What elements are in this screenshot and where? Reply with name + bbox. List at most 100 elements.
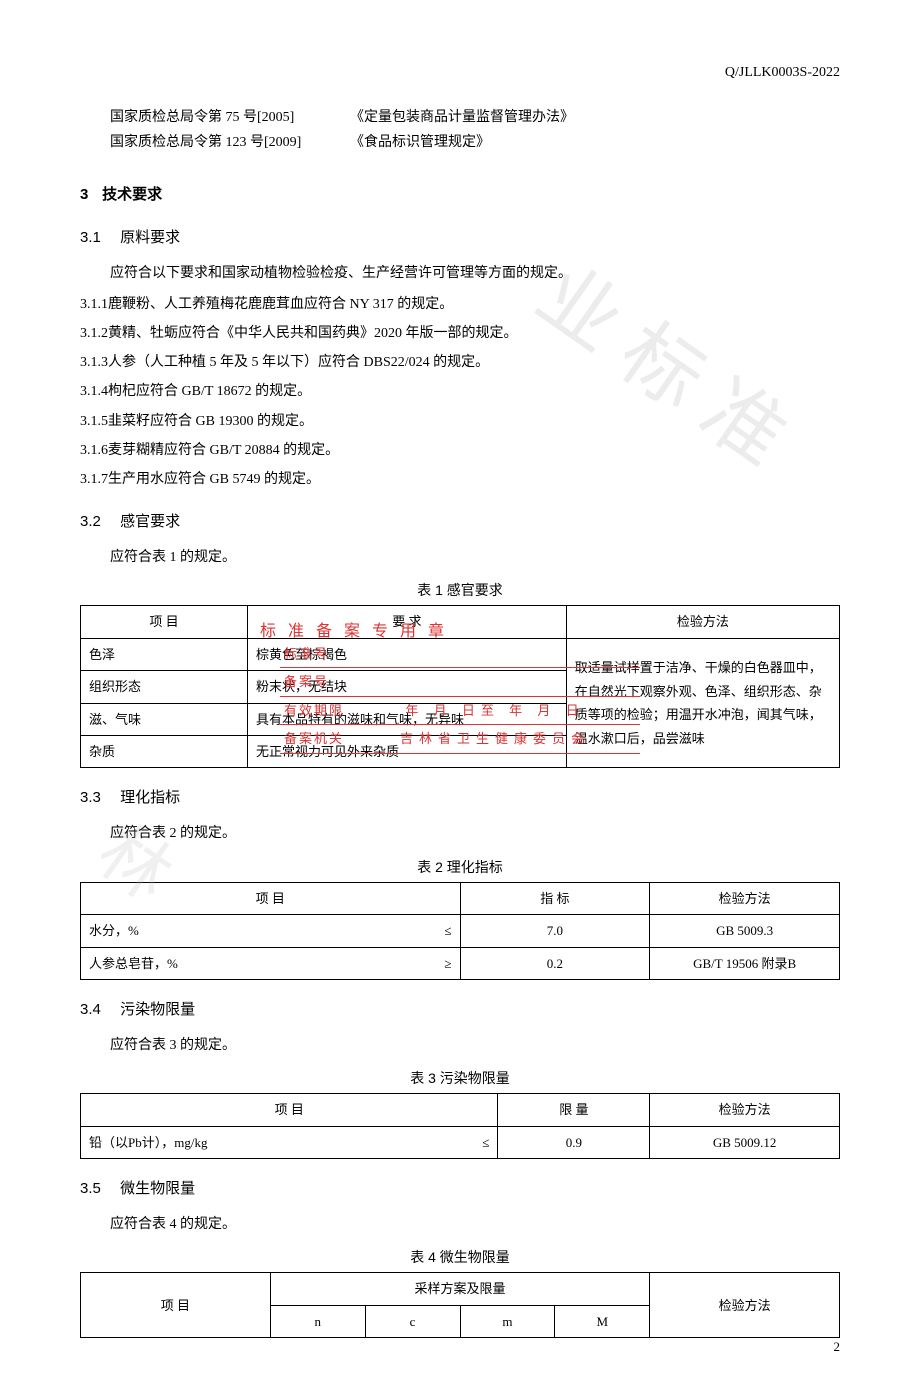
section-3-3-heading: 3.3 理化指标 xyxy=(80,784,840,811)
section-title: 污染物限量 xyxy=(120,1001,195,1018)
list-item: 3.1.5 韭菜籽应符合 GB 19300 的规定。 xyxy=(80,409,840,434)
section-3-5-intro: 应符合表 4 的规定。 xyxy=(110,1212,840,1237)
list-item: 3.1.1 鹿鞭粉、人工养殖梅花鹿鹿茸血应符合 NY 317 的规定。 xyxy=(80,292,840,317)
page-number: 2 xyxy=(834,1335,841,1358)
section-3-4-intro: 应符合表 3 的规定。 xyxy=(110,1033,840,1058)
table-2-physchem: 项 目 指 标 检验方法 水分，%≤ 7.0 GB 5009.3 人参总皂苷，%… xyxy=(80,882,840,980)
section-title: 感官要求 xyxy=(120,513,180,530)
list-item-num: 3.1.3 xyxy=(80,350,108,375)
table-header: 项 目 xyxy=(81,1094,498,1126)
table-3-contaminant: 项 目 限 量 检验方法 铅（以Pb计），mg/kg ≤ 0.9 GB 5009.… xyxy=(80,1093,840,1159)
table-cell: 棕黄色至棕褐色 xyxy=(247,638,566,670)
table-header: 检验方法 xyxy=(650,1094,840,1126)
section-num: 3.2 xyxy=(80,508,116,535)
table-cell: 色泽 xyxy=(81,638,248,670)
section-num: 3.3 xyxy=(80,784,116,811)
list-item-num: 3.1.2 xyxy=(80,321,108,346)
table-header: 检验方法 xyxy=(650,1273,840,1338)
reference-block: 国家质检总局令第 75 号[2005] 《定量包装商品计量监督管理办法》 国家质… xyxy=(110,105,840,155)
list-item-num: 3.1.7 xyxy=(80,467,108,492)
ref-right: 《食品标识管理规定》 xyxy=(350,130,840,155)
table-cell: 人参总皂苷，% ≥ xyxy=(81,947,461,979)
section-title: 微生物限量 xyxy=(120,1180,195,1197)
section-3-4-heading: 3.4 污染物限量 xyxy=(80,996,840,1023)
table-cell: 杂质 xyxy=(81,736,248,768)
table-header: 要 求 xyxy=(247,606,566,638)
table-header: 检验方法 xyxy=(650,882,840,914)
ref-left: 国家质检总局令第 75 号[2005] xyxy=(110,105,330,130)
ref-left: 国家质检总局令第 123 号[2009] xyxy=(110,130,330,155)
section-3-2-intro: 应符合表 1 的规定。 xyxy=(110,545,840,570)
table-4-microbe: 项 目 采样方案及限量 检验方法 n c m M xyxy=(80,1272,840,1338)
table-cell: 7.0 xyxy=(460,915,650,947)
section-title: 理化指标 xyxy=(120,789,180,806)
table-cell: 无正常视力可见外来杂质 xyxy=(247,736,566,768)
item-name: 铅（以Pb计），mg/kg xyxy=(89,1131,207,1154)
table-cell: 具有本品特有的滋味和气味，无异味 xyxy=(247,703,566,735)
item-sym: ≤ xyxy=(482,1131,489,1154)
table-header: 指 标 xyxy=(460,882,650,914)
table-header: 项 目 xyxy=(81,882,461,914)
list-item: 3.1.3 人参（人工种植 5 年及 5 年以下）应符合 DBS22/024 的… xyxy=(80,350,840,375)
table-cell: 粉末状，无结块 xyxy=(247,671,566,703)
list-item: 3.1.6 麦芽糊精应符合 GB/T 20884 的规定。 xyxy=(80,438,840,463)
item-sym: ≥ xyxy=(444,952,451,975)
section-title: 原料要求 xyxy=(120,229,180,246)
table-3-caption: 表 3 污染物限量 xyxy=(80,1066,840,1091)
table-cell: 组织形态 xyxy=(81,671,248,703)
list-item-num: 3.1.5 xyxy=(80,409,108,434)
section-3-2-heading: 3.2 感官要求 xyxy=(80,508,840,535)
table-cell: 0.9 xyxy=(498,1126,650,1158)
table-subheader: c xyxy=(365,1305,460,1337)
list-item-text: 鹿鞭粉、人工养殖梅花鹿鹿茸血应符合 NY 317 的规定。 xyxy=(108,297,453,312)
section-3-heading: 3 技术要求 xyxy=(80,181,840,208)
reference-line: 国家质检总局令第 75 号[2005] 《定量包装商品计量监督管理办法》 xyxy=(110,105,840,130)
reference-line: 国家质检总局令第 123 号[2009] 《食品标识管理规定》 xyxy=(110,130,840,155)
table-1-sensory: 项 目 要 求 检验方法 色泽 棕黄色至棕褐色 取适量试样置于洁净、干燥的白色器… xyxy=(80,605,840,768)
section-3-1-intro: 应符合以下要求和国家动植物检验检疫、生产经营许可管理等方面的规定。 xyxy=(110,261,840,286)
list-item-text: 生产用水应符合 GB 5749 的规定。 xyxy=(108,472,320,487)
table-cell: 滋、气味 xyxy=(81,703,248,735)
list-item-text: 黄精、牡蛎应符合《中华人民共和国药典》2020 年版一部的规定。 xyxy=(108,326,518,341)
section-3-1-list: 3.1.1 鹿鞭粉、人工养殖梅花鹿鹿茸血应符合 NY 317 的规定。3.1.2… xyxy=(80,292,840,492)
table-subheader: m xyxy=(460,1305,555,1337)
doc-header-code: Q/JLLK0003S-2022 xyxy=(80,60,840,85)
list-item: 3.1.2 黄精、牡蛎应符合《中华人民共和国药典》2020 年版一部的规定。 xyxy=(80,321,840,346)
table-cell-method: 取适量试样置于洁净、干燥的白色器皿中，在自然光下观察外观、色泽、组织形态、杂质等… xyxy=(566,638,839,768)
table-cell: GB 5009.3 xyxy=(650,915,840,947)
section-num: 3 xyxy=(80,181,98,208)
table-cell: 0.2 xyxy=(460,947,650,979)
section-num: 3.5 xyxy=(80,1175,116,1202)
table-2-caption: 表 2 理化指标 xyxy=(80,855,840,880)
table-header: 项 目 xyxy=(81,1273,271,1338)
item-name: 人参总皂苷，% xyxy=(89,952,178,975)
table-1-caption: 表 1 感官要求 xyxy=(80,578,840,603)
list-item: 3.1.7 生产用水应符合 GB 5749 的规定。 xyxy=(80,467,840,492)
table-cell: GB/T 19506 附录B xyxy=(650,947,840,979)
table-header: 采样方案及限量 xyxy=(270,1273,650,1305)
list-item-num: 3.1.1 xyxy=(80,292,108,317)
section-3-5-heading: 3.5 微生物限量 xyxy=(80,1175,840,1202)
table-header: 检验方法 xyxy=(566,606,839,638)
list-item-text: 麦芽糊精应符合 GB/T 20884 的规定。 xyxy=(108,443,339,458)
section-3-1-heading: 3.1 原料要求 xyxy=(80,224,840,251)
table-cell: GB 5009.12 xyxy=(650,1126,840,1158)
list-item-text: 人参（人工种植 5 年及 5 年以下）应符合 DBS22/024 的规定。 xyxy=(108,355,489,370)
list-item: 3.1.4 枸杞应符合 GB/T 18672 的规定。 xyxy=(80,379,840,404)
list-item-num: 3.1.4 xyxy=(80,379,108,404)
table-cell: 水分，%≤ xyxy=(81,915,461,947)
section-num: 3.4 xyxy=(80,996,116,1023)
section-3-3-intro: 应符合表 2 的规定。 xyxy=(110,821,840,846)
list-item-num: 3.1.6 xyxy=(80,438,108,463)
item-sym: ≤ xyxy=(444,919,451,942)
section-title: 技术要求 xyxy=(102,186,162,203)
section-num: 3.1 xyxy=(80,224,116,251)
table-header: 项 目 xyxy=(81,606,248,638)
ref-right: 《定量包装商品计量监督管理办法》 xyxy=(350,105,840,130)
table-subheader: n xyxy=(270,1305,365,1337)
list-item-text: 枸杞应符合 GB/T 18672 的规定。 xyxy=(108,384,311,399)
list-item-text: 韭菜籽应符合 GB 19300 的规定。 xyxy=(108,414,313,429)
table-header: 限 量 xyxy=(498,1094,650,1126)
table-cell: 铅（以Pb计），mg/kg ≤ xyxy=(81,1126,498,1158)
table-subheader: M xyxy=(555,1305,650,1337)
